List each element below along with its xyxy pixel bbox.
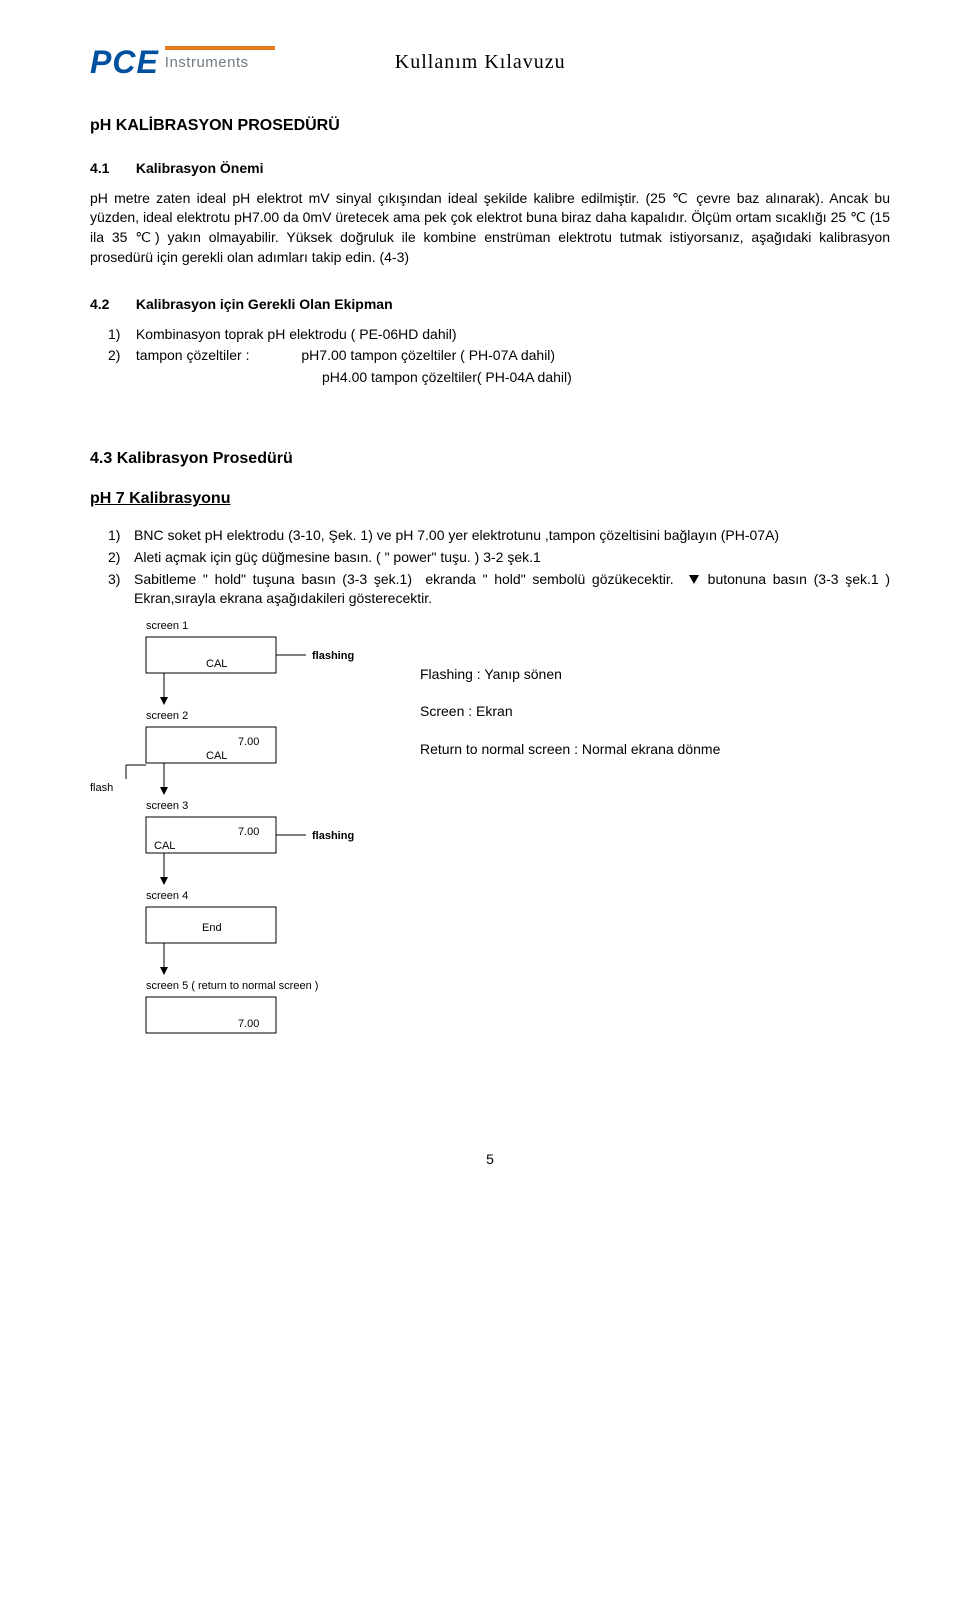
label-cal-1: CAL (206, 658, 227, 670)
arrow-head-icon (160, 787, 168, 795)
legend-return: Return to normal screen : Normal ekrana … (420, 740, 720, 760)
equipment-list: 1) Kombinasyon toprak pH elektrodu ( PE-… (108, 325, 890, 366)
label-700-3: 7.00 (238, 826, 259, 838)
solution-text-2: pH4.00 tampon çözeltiler( PH-04A dahil) (322, 368, 890, 388)
list-index: 2) (108, 346, 132, 366)
list-item: 1) Kombinasyon toprak pH elektrodu ( PE-… (108, 325, 890, 345)
screen-flow-diagram: screen 1 CAL flashing screen 2 7.00 CAL … (90, 615, 390, 1111)
document-title: Kullanım Kılavuzu (395, 48, 566, 76)
section-4-1-heading: 4.1 Kalibrasyon Önemi (90, 159, 890, 179)
list-text: Aleti açmak için güç düğmesine basın. ( … (134, 548, 890, 568)
section-title: Kalibrasyon için Gerekli Olan Ekipman (136, 296, 393, 312)
list-index: 1) (108, 526, 134, 546)
list-index: 1) (108, 325, 132, 345)
legend-flashing: Flashing : Yanıp sönen (420, 665, 720, 685)
list-text: tampon çözeltiler : (136, 347, 250, 363)
label-cal-3: CAL (154, 840, 175, 852)
list-item: 2) tampon çözeltiler : pH7.00 tampon çöz… (108, 346, 890, 366)
label-cal-2: CAL (206, 750, 227, 762)
section-number: 4.2 (90, 295, 132, 315)
label-screen-2: screen 2 (146, 710, 188, 722)
arrow-head-icon (160, 697, 168, 705)
label-screen-3: screen 3 (146, 800, 188, 812)
label-screen-5: screen 5 ( return to normal screen ) (146, 980, 318, 992)
label-700-2: 7.00 (238, 736, 259, 748)
label-700-5: 7.00 (238, 1018, 259, 1030)
page-header: PCE Instruments Kullanım Kılavuzu (90, 40, 890, 85)
logo-accent-bar (165, 46, 275, 50)
label-screen-4: screen 4 (146, 890, 188, 902)
diagram-svg: screen 1 CAL flashing screen 2 7.00 CAL … (90, 615, 390, 1105)
label-flash: flash (90, 782, 113, 794)
list-text: BNC soket pH elektrodu (3-10, Şek. 1) ve… (134, 526, 890, 546)
logo-subwrap: Instruments (165, 40, 275, 73)
brand-logo: PCE Instruments (90, 40, 275, 85)
list-item: 2) Aleti açmak için güç düğmesine basın.… (108, 548, 890, 568)
list-item: 3) Sabitleme " hold" tuşuna basın (3-3 ş… (108, 570, 890, 609)
solution-text: pH7.00 tampon çözeltiler ( PH-07A dahil) (301, 347, 555, 363)
label-flashing-1: flashing (312, 650, 354, 662)
section-4-3-heading: 4.3 Kalibrasyon Prosedürü (90, 448, 890, 470)
logo-sub-text: Instruments (165, 52, 275, 73)
logo-brand-text: PCE (90, 40, 159, 85)
label-flashing-3: flashing (312, 830, 354, 842)
section-4-1-body: pH metre zaten ideal pH elektrot mV siny… (90, 189, 890, 267)
section-title: Kalibrasyon Önemi (136, 160, 264, 176)
section-number: 4.1 (90, 159, 132, 179)
list-text: Kombinasyon toprak pH elektrodu ( PE-06H… (136, 326, 457, 342)
screen-flow-diagram-row: screen 1 CAL flashing screen 2 7.00 CAL … (90, 615, 890, 1111)
procedure-list: 1) BNC soket pH elektrodu (3-10, Şek. 1)… (108, 526, 890, 608)
page-number: 5 (90, 1150, 890, 1170)
main-section-title: pH KALİBRASYON PROSEDÜRÜ (90, 115, 890, 137)
list-index: 2) (108, 548, 134, 568)
section-4-2-heading: 4.2 Kalibrasyon için Gerekli Olan Ekipma… (90, 295, 890, 315)
list-index: 3) (108, 570, 134, 609)
legend-screen: Screen : Ekran (420, 702, 720, 722)
list-item: 1) BNC soket pH elektrodu (3-10, Şek. 1)… (108, 526, 890, 546)
ph7-calibration-heading: pH 7 Kalibrasyonu (90, 488, 890, 510)
triangle-down-icon (689, 575, 699, 584)
label-screen-1: screen 1 (146, 620, 188, 632)
arrow-head-icon (160, 877, 168, 885)
label-end: End (202, 922, 222, 934)
list-text: Sabitleme " hold" tuşuna basın (3-3 şek.… (134, 570, 890, 609)
diagram-legend: Flashing : Yanıp sönen Screen : Ekran Re… (420, 665, 720, 778)
arrow-head-icon (160, 967, 168, 975)
